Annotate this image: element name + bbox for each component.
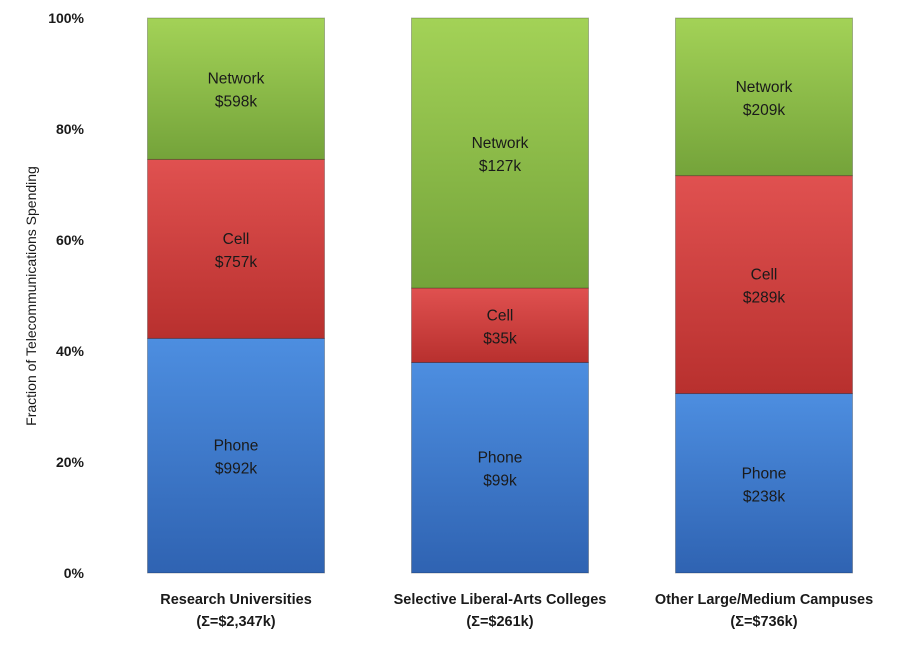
segment-series-label: Phone: [742, 465, 787, 482]
bar-segment-network: [675, 17, 853, 177]
bar-segment-network: [411, 17, 589, 289]
bar-segment-phone: [147, 337, 325, 574]
segment-value-label: $238k: [743, 488, 785, 505]
bar-segment-cell: [147, 158, 325, 339]
segment-series-label: Phone: [478, 450, 523, 467]
category-labels: Research Universities (Σ=$2,347k) Selectiv…: [160, 592, 873, 630]
segment-value-label: $598k: [215, 94, 257, 111]
bar-segment-network: [147, 17, 325, 160]
bar-segment-cell: [675, 175, 853, 395]
y-tick-label: 20%: [56, 454, 85, 470]
segment-value-label: $209k: [743, 102, 785, 119]
category-label: Selective Liberal-Arts Colleges: [394, 592, 607, 608]
y-tick-label: 60%: [56, 232, 85, 248]
bar-segment-cell: [411, 287, 589, 363]
bar-stack: Phone $992k Cell $757k Network $598k: [147, 17, 325, 574]
bar-segment-phone: [675, 393, 853, 574]
segment-value-label: $99k: [483, 473, 517, 490]
category-total-label: (Σ=$261k): [466, 614, 533, 630]
segment-series-label: Phone: [214, 438, 259, 455]
segment-value-label: $992k: [215, 461, 257, 478]
y-axis-title: Fraction of Telecommunications Spending: [23, 166, 39, 426]
category-label: Research Universities: [160, 592, 312, 608]
segment-value-label: $127k: [479, 158, 521, 175]
category-label: Other Large/Medium Campuses: [655, 592, 873, 608]
y-tick-label: 80%: [56, 121, 85, 137]
y-axis: 0% 20% 40% 60% 80% 100%: [48, 10, 84, 581]
y-tick-label: 100%: [48, 10, 84, 26]
segment-series-label: Network: [208, 71, 265, 88]
segment-value-label: $289k: [743, 290, 785, 307]
segment-value-label: $757k: [215, 254, 257, 271]
y-tick-label: 40%: [56, 343, 85, 359]
segment-series-label: Cell: [487, 307, 514, 324]
segment-series-label: Cell: [751, 267, 778, 284]
segment-series-label: Cell: [223, 231, 250, 248]
segment-series-label: Network: [736, 79, 793, 96]
bar-segment-phone: [411, 361, 589, 574]
bar-stack: Phone $99k Cell $35k Network $127k: [411, 17, 589, 574]
category-total-label: (Σ=$736k): [730, 614, 797, 630]
bar-stack: Phone $238k Cell $289k Network $209k: [675, 17, 853, 574]
segment-value-label: $35k: [483, 330, 517, 347]
y-tick-label: 0%: [64, 565, 85, 581]
category-total-label: (Σ=$2,347k): [196, 614, 275, 630]
bars: Phone $992k Cell $757k Network $598k Phone $99k…: [147, 17, 853, 574]
segment-series-label: Network: [472, 135, 529, 152]
